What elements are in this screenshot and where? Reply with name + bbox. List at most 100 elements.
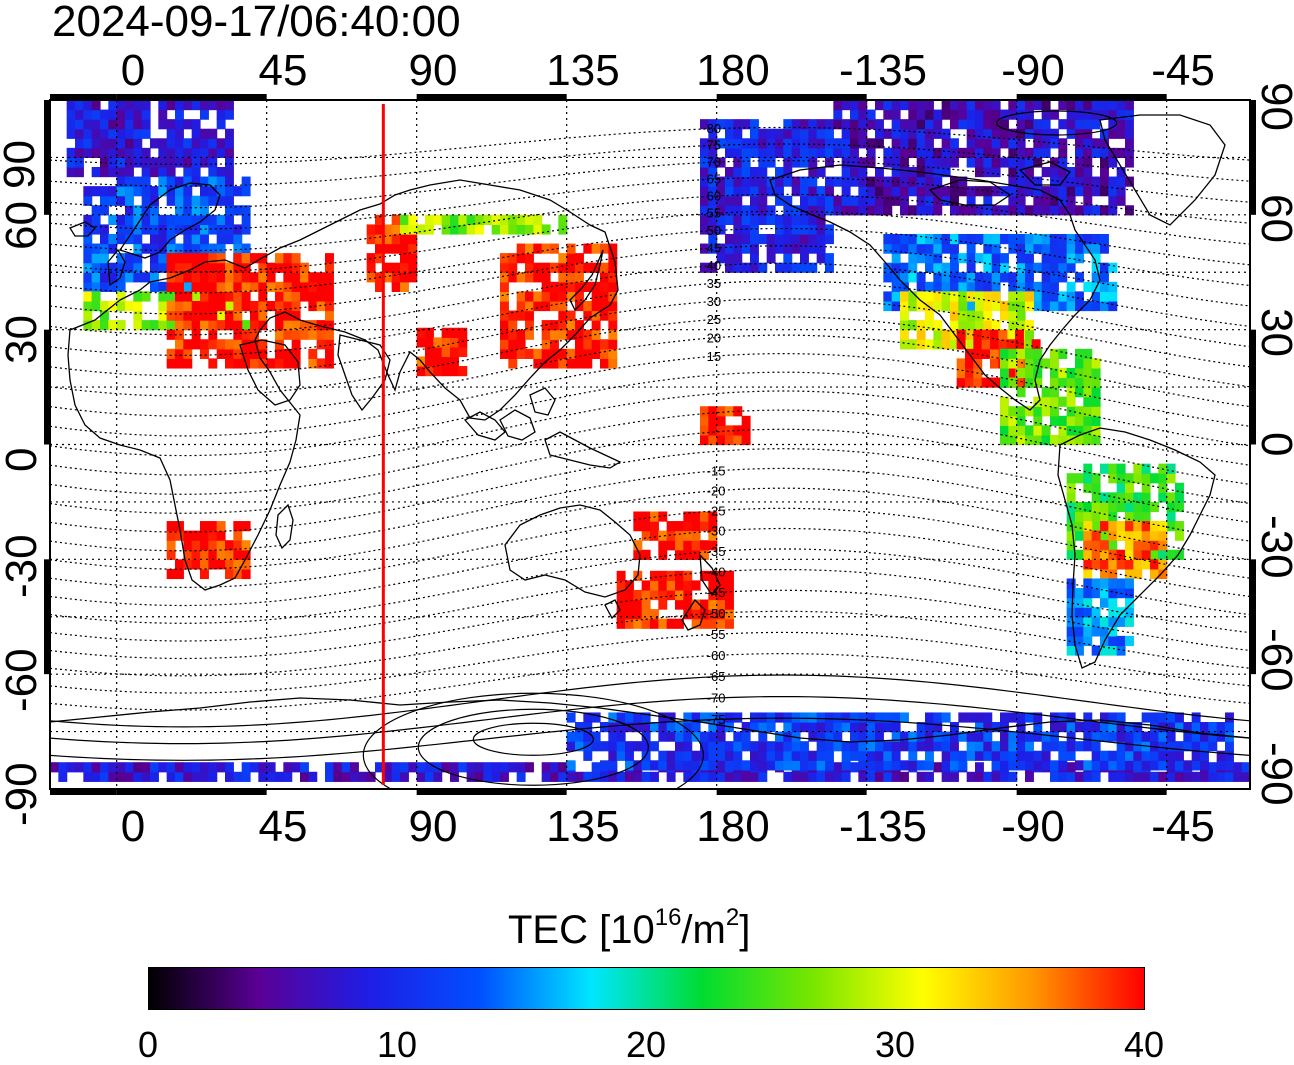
tec-cell	[83, 214, 93, 226]
tec-cell	[1125, 492, 1134, 503]
tec-cell	[250, 329, 259, 340]
tec-cell	[1058, 300, 1068, 312]
tec-cell	[325, 300, 334, 312]
tec-cell	[1008, 406, 1018, 417]
tec-cell	[1116, 635, 1126, 647]
tec-cell	[783, 147, 793, 159]
tec-cell	[741, 262, 751, 273]
tec-cell	[758, 214, 768, 226]
tec-cell	[1008, 186, 1018, 197]
tec-cell	[191, 176, 201, 187]
tec-cell	[183, 157, 193, 168]
tec-cell	[733, 760, 743, 771]
tec-cell	[1141, 530, 1151, 541]
tec-cell	[225, 310, 234, 321]
tec-cell	[175, 771, 184, 782]
tec-cell	[958, 712, 968, 723]
tec-cell	[391, 243, 401, 254]
tec-cell	[1133, 530, 1143, 541]
tec-cell	[808, 166, 818, 178]
contour-label: -20	[707, 483, 726, 498]
tec-cell	[708, 530, 718, 541]
tec-cell	[1025, 367, 1034, 379]
tec-cell	[1016, 233, 1026, 245]
tec-cell	[650, 521, 659, 532]
tec-cell	[1025, 771, 1034, 782]
tec-cell	[981, 377, 991, 388]
tec-cell	[1050, 760, 1059, 771]
tec-cell	[1066, 195, 1076, 206]
tec-cell	[916, 157, 926, 168]
tec-cell	[750, 166, 759, 178]
tec-cell	[191, 540, 201, 551]
tec-cell	[200, 272, 209, 283]
tec-cell	[958, 310, 968, 321]
tec-cell	[183, 166, 193, 178]
tec-cell	[841, 119, 851, 130]
tec-cell	[908, 741, 918, 752]
tec-cell	[258, 281, 268, 292]
tec-cell	[516, 214, 526, 226]
tec-cell	[966, 281, 976, 292]
axis-tick-bar	[1016, 94, 1167, 100]
tec-cell	[783, 233, 793, 245]
tec-cell	[990, 358, 999, 369]
tec-cell	[583, 262, 593, 273]
tec-cell	[850, 195, 859, 206]
tec-cell	[925, 195, 934, 206]
tec-cell	[125, 272, 134, 283]
tec-cell	[1008, 233, 1018, 245]
tec-cell	[716, 580, 726, 591]
tec-cell	[941, 300, 951, 312]
tec-cell	[191, 262, 201, 273]
tec-cell	[600, 339, 609, 350]
tec-cell	[1041, 387, 1051, 398]
tec-cell	[1175, 741, 1184, 752]
tec-cell	[1041, 750, 1051, 761]
tec-cell	[58, 762, 68, 773]
tec-cell	[150, 166, 159, 178]
tec-cell	[816, 214, 826, 226]
tec-cell	[1025, 109, 1034, 120]
tec-cell	[1058, 741, 1068, 752]
tec-cell	[233, 186, 243, 197]
tec-cell	[225, 224, 234, 235]
tec-cell	[166, 320, 176, 331]
tec-cell	[850, 147, 859, 159]
contour-label: 25	[707, 312, 721, 327]
tec-cell	[83, 109, 93, 120]
tec-cell	[1133, 521, 1143, 532]
tec-cell	[658, 580, 668, 591]
tec-cell	[981, 329, 991, 340]
tec-cell	[1041, 396, 1051, 407]
tec-cell	[1208, 722, 1218, 733]
tec-cell	[925, 233, 934, 245]
tec-cell	[450, 224, 459, 235]
tec-cell	[200, 320, 209, 331]
tec-cell	[200, 262, 209, 273]
tec-cell	[150, 262, 159, 273]
tec-cell	[833, 195, 843, 206]
tec-cell	[233, 281, 243, 292]
tec-cell	[166, 214, 176, 226]
tec-cell	[225, 771, 234, 782]
tec-cell	[441, 337, 451, 348]
tec-cell	[616, 570, 626, 581]
tec-cell	[658, 549, 668, 560]
tec-cell	[75, 157, 84, 168]
tec-cell	[1083, 348, 1093, 359]
tec-cell	[933, 253, 943, 264]
tec-cell	[491, 224, 501, 235]
tec-cell	[225, 339, 234, 350]
tec-cell	[508, 224, 518, 235]
tec-cell	[600, 741, 609, 752]
tec-cell	[108, 166, 118, 178]
tec-cell	[150, 138, 159, 149]
tec-cell	[291, 329, 301, 340]
tec-cell	[933, 741, 943, 752]
tec-cell	[683, 722, 693, 733]
tec-cell	[241, 762, 251, 773]
tec-cell	[1050, 262, 1059, 273]
magnetic-contour	[50, 245, 1250, 315]
tec-cell	[241, 176, 251, 187]
